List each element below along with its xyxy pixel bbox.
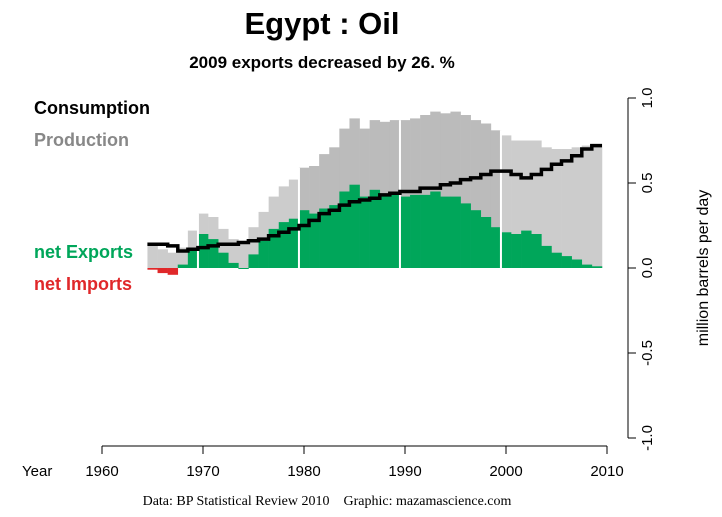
export-bar-1984 [339, 191, 350, 268]
y-tick-label-0.5: 0.5 [639, 173, 656, 194]
chart-subtitle: 2009 exports decreased by 26. % [189, 53, 455, 72]
export-bars [147, 184, 603, 275]
x-tick-label-1990: 1990 [388, 463, 421, 480]
production-bar-1997 [470, 120, 482, 268]
consumption-line [147, 143, 602, 253]
export-bar-1990 [399, 196, 411, 268]
production-bar-1968 [177, 247, 189, 268]
export-bar-1975 [248, 254, 259, 268]
legend-production: Production [34, 130, 129, 150]
export-bar-1985 [349, 184, 360, 268]
production-bar-1974 [238, 242, 249, 268]
export-bar-1986 [359, 196, 370, 268]
export-bar-2007 [571, 259, 583, 268]
x-tick-label-1960: 1960 [85, 463, 118, 480]
export-bar-1989 [389, 194, 401, 268]
export-bar-1969 [187, 249, 199, 268]
export-bar-1976 [258, 240, 269, 268]
production-bar-1996 [460, 115, 471, 268]
export-bar-1997 [470, 210, 482, 268]
production-bar-1973 [228, 239, 239, 268]
production-bar-1994 [440, 113, 451, 268]
source-note: Data: BP Statistical Review 2010 Graphic… [143, 494, 512, 509]
legend-net-exports: net Exports [34, 242, 133, 262]
export-bar-1995 [450, 196, 461, 268]
production-bar-1972 [218, 228, 229, 268]
production-bar-1998 [480, 123, 492, 268]
export-bar-1977 [268, 228, 280, 268]
x-axis-label: Year [22, 463, 52, 480]
y-axis: 1.0 0.5 0.0 -0.5 -1.0 [627, 88, 656, 451]
x-axis: 1960 1970 1980 1990 2000 2010 [85, 445, 624, 480]
x-tick-label-1980: 1980 [287, 463, 320, 480]
export-bar-1982 [319, 208, 330, 268]
export-bar-1993 [430, 191, 441, 268]
export-bar-1998 [480, 217, 492, 268]
x-tick-label-2000: 2000 [489, 463, 522, 480]
export-bar-1988 [379, 194, 391, 268]
import-bar-1967 [167, 268, 179, 275]
export-bar-2009 [591, 266, 603, 268]
y-tick-label-1.0: 1.0 [639, 88, 656, 109]
production-bar-1975 [248, 227, 259, 268]
production-bar-2009 [591, 143, 603, 268]
export-bar-1999 [490, 227, 502, 268]
export-bar-1996 [460, 203, 471, 268]
production-bar-1966 [157, 249, 168, 268]
production-bar-2006 [561, 149, 572, 268]
export-bar-2008 [581, 264, 593, 268]
x-tick-label-2010: 2010 [590, 463, 623, 480]
export-bar-1983 [329, 205, 340, 268]
import-bar-1966 [157, 268, 168, 274]
export-bar-1987 [369, 189, 381, 268]
production-bar-2005 [551, 149, 562, 268]
production-bar-2002 [521, 140, 532, 268]
legend-net-imports: net Imports [34, 274, 132, 294]
export-bar-1979 [288, 218, 300, 268]
production-bar-1965 [147, 245, 158, 268]
export-bar-1968 [177, 264, 189, 268]
export-bar-1991 [410, 194, 421, 268]
production-bar-2000 [500, 135, 512, 268]
export-bar-1970 [197, 234, 209, 268]
production-bar-1999 [490, 130, 502, 268]
production-bar-2007 [571, 147, 583, 268]
x-tick-label-1970: 1970 [186, 463, 219, 480]
export-bar-2001 [511, 234, 522, 268]
production-bar-1967 [167, 252, 179, 268]
export-bar-1994 [440, 196, 451, 268]
y-axis-label: million barrels per day [695, 190, 712, 347]
production-bar-1990 [399, 120, 411, 268]
export-bar-1992 [420, 194, 431, 268]
y-tick-label-0.0: 0.0 [639, 258, 656, 279]
export-bar-2003 [531, 234, 542, 268]
export-bar-2005 [551, 252, 562, 268]
export-bar-1978 [278, 222, 290, 268]
export-bar-1980 [298, 210, 310, 268]
export-bar-1971 [208, 239, 219, 268]
production-bar-1992 [420, 115, 431, 268]
export-bar-2006 [561, 256, 572, 268]
export-bar-2000 [500, 232, 512, 268]
production-bar-1995 [450, 111, 461, 268]
production-bar-2004 [541, 147, 552, 268]
export-bar-2004 [541, 245, 552, 268]
export-bar-1974 [238, 268, 249, 269]
production-bar-2001 [511, 140, 522, 268]
chart-title: Egypt : Oil [245, 6, 400, 41]
production-bar-2008 [581, 145, 593, 268]
export-bar-2002 [521, 230, 532, 268]
export-bar-1981 [309, 213, 320, 268]
import-bar-1965 [147, 268, 158, 270]
y-tick-label--1.0: -1.0 [639, 425, 656, 451]
production-bar-2003 [531, 140, 542, 268]
y-tick-label--0.5: -0.5 [639, 340, 656, 366]
export-bar-1972 [218, 252, 229, 268]
export-bar-1973 [228, 262, 239, 268]
legend-consumption: Consumption [34, 98, 150, 118]
